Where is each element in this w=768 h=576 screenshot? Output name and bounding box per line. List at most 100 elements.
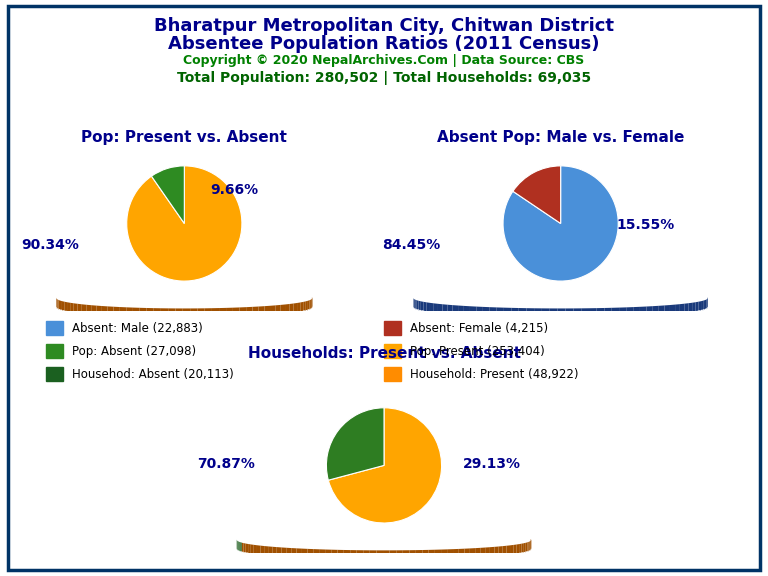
Polygon shape (291, 548, 296, 558)
Polygon shape (65, 302, 67, 311)
Polygon shape (422, 550, 429, 559)
Polygon shape (102, 306, 108, 316)
Polygon shape (626, 307, 633, 316)
Polygon shape (273, 547, 276, 556)
Polygon shape (251, 544, 253, 554)
Polygon shape (675, 304, 680, 314)
Polygon shape (293, 303, 297, 313)
Polygon shape (286, 548, 291, 557)
Polygon shape (510, 545, 513, 555)
Polygon shape (534, 308, 542, 317)
Polygon shape (270, 305, 275, 315)
Text: 9.66%: 9.66% (210, 183, 258, 197)
Polygon shape (476, 306, 483, 316)
Polygon shape (243, 543, 246, 552)
Polygon shape (226, 308, 233, 317)
Polygon shape (108, 306, 114, 316)
Text: Pop: Present (253,404): Pop: Present (253,404) (410, 345, 545, 358)
Text: Household: Present (48,922): Household: Present (48,922) (410, 368, 578, 381)
Polygon shape (376, 550, 383, 559)
Polygon shape (519, 544, 521, 553)
Polygon shape (438, 304, 442, 313)
Polygon shape (542, 308, 550, 317)
Text: Absent Pop: Male vs. Female: Absent Pop: Male vs. Female (437, 130, 684, 145)
Polygon shape (442, 304, 448, 314)
Text: 29.13%: 29.13% (462, 457, 521, 471)
Polygon shape (363, 550, 370, 559)
Polygon shape (133, 308, 140, 317)
Polygon shape (264, 546, 268, 555)
Polygon shape (680, 304, 684, 313)
Polygon shape (370, 550, 376, 559)
Polygon shape (513, 544, 516, 554)
Polygon shape (302, 548, 307, 558)
Text: 84.45%: 84.45% (382, 238, 440, 252)
Text: Households: Present vs. Absent: Households: Present vs. Absent (247, 346, 521, 361)
Polygon shape (490, 547, 495, 556)
Polygon shape (503, 545, 506, 555)
Wedge shape (513, 166, 561, 223)
Text: Bharatpur Metropolitan City, Chitwan District: Bharatpur Metropolitan City, Chitwan Dis… (154, 17, 614, 35)
Polygon shape (483, 307, 490, 316)
Polygon shape (521, 543, 524, 553)
Polygon shape (350, 550, 356, 559)
Polygon shape (331, 550, 337, 559)
Polygon shape (490, 307, 497, 316)
Polygon shape (409, 550, 415, 559)
Polygon shape (528, 541, 530, 551)
Polygon shape (86, 305, 91, 314)
Polygon shape (319, 550, 325, 559)
Text: Pop: Absent (27,098): Pop: Absent (27,098) (72, 345, 197, 358)
Polygon shape (465, 548, 470, 558)
Polygon shape (414, 299, 415, 309)
Polygon shape (604, 308, 612, 317)
Polygon shape (447, 549, 453, 559)
Polygon shape (307, 549, 313, 558)
Polygon shape (219, 308, 226, 317)
Polygon shape (659, 305, 664, 315)
Text: 15.55%: 15.55% (616, 218, 674, 232)
Polygon shape (434, 304, 438, 313)
Polygon shape (247, 307, 253, 316)
Text: Pop: Present vs. Absent: Pop: Present vs. Absent (81, 130, 287, 145)
Polygon shape (633, 307, 640, 316)
Polygon shape (581, 308, 589, 317)
Polygon shape (154, 308, 161, 317)
Polygon shape (612, 308, 619, 317)
Polygon shape (415, 550, 422, 559)
Polygon shape (306, 301, 308, 310)
Polygon shape (233, 308, 240, 317)
Polygon shape (688, 303, 692, 312)
Polygon shape (550, 308, 558, 317)
Polygon shape (504, 308, 511, 317)
Polygon shape (383, 550, 389, 559)
Polygon shape (475, 548, 480, 557)
Polygon shape (285, 304, 290, 313)
Polygon shape (684, 303, 688, 313)
Polygon shape (518, 308, 526, 317)
Polygon shape (310, 300, 311, 309)
Polygon shape (452, 305, 458, 314)
Polygon shape (653, 306, 659, 315)
Polygon shape (212, 308, 219, 317)
Text: Househod: Absent (20,113): Househod: Absent (20,113) (72, 368, 234, 381)
Polygon shape (470, 306, 476, 316)
Polygon shape (640, 306, 647, 316)
Polygon shape (276, 547, 281, 556)
Polygon shape (692, 302, 696, 312)
Polygon shape (558, 308, 565, 317)
Polygon shape (664, 305, 670, 314)
Polygon shape (344, 550, 350, 559)
Polygon shape (526, 308, 534, 317)
Polygon shape (485, 547, 490, 556)
Polygon shape (303, 301, 306, 311)
Text: Absent: Male (22,883): Absent: Male (22,883) (72, 322, 203, 335)
Polygon shape (448, 305, 452, 314)
Text: Total Population: 280,502 | Total Households: 69,035: Total Population: 280,502 | Total Househ… (177, 71, 591, 85)
Polygon shape (257, 545, 260, 555)
Polygon shape (565, 308, 574, 317)
Polygon shape (619, 308, 626, 317)
Polygon shape (701, 301, 703, 310)
Polygon shape (415, 300, 417, 309)
Polygon shape (275, 305, 280, 314)
